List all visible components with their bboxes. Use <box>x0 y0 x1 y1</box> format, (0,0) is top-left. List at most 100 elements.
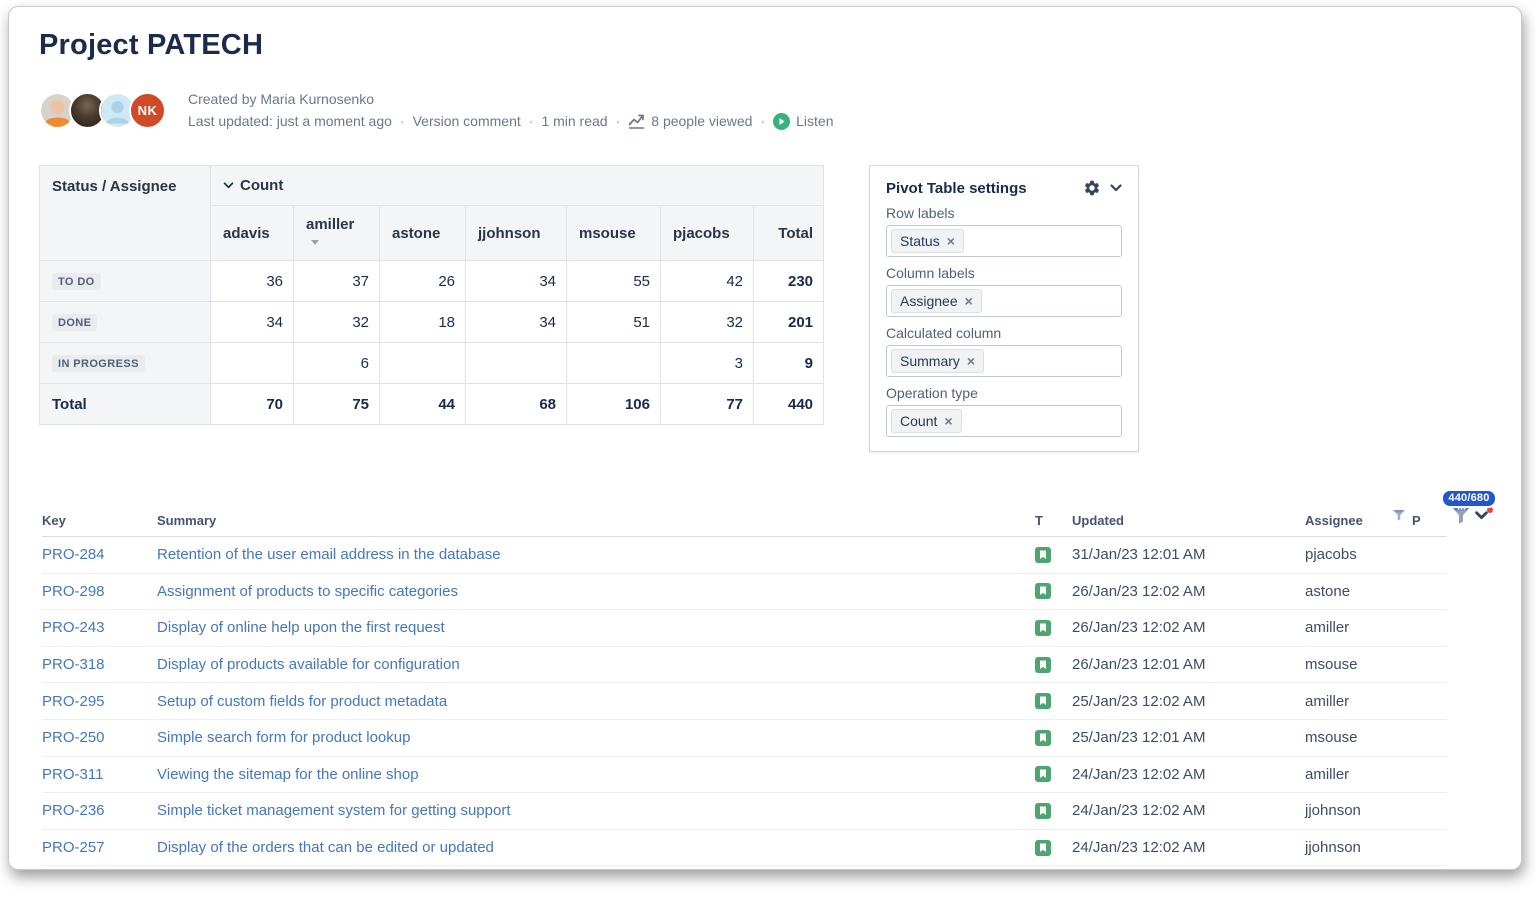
filter-funnel-icon[interactable] <box>1450 504 1472 526</box>
pivot-cell <box>566 342 661 384</box>
issue-summary-link[interactable]: Display of online help upon the first re… <box>157 619 445 637</box>
issue-key-link[interactable]: PRO-284 <box>42 546 105 564</box>
table-row: PRO-318 Display of products available fo… <box>42 647 1447 684</box>
updated-value: 26/Jan/23 12:01 AM <box>1072 656 1206 674</box>
avatar-initials[interactable]: NK <box>129 92 166 129</box>
row-labels-field[interactable]: Status × <box>886 225 1123 257</box>
issue-key-link[interactable]: PRO-318 <box>42 656 105 674</box>
assignee-value: pjacobs <box>1305 546 1357 564</box>
column-labels-field[interactable]: Assignee × <box>886 285 1123 317</box>
col-label: jjohnson <box>478 224 541 242</box>
col-header-type[interactable]: T <box>1035 512 1043 528</box>
issue-summary-link[interactable]: Simple search form for product lookup <box>157 729 411 747</box>
pivot-cell: 36 <box>210 260 294 302</box>
issue-summary-link[interactable]: Display of the orders that can be edited… <box>157 839 494 857</box>
remove-chip-icon[interactable]: × <box>964 293 973 309</box>
issue-key-link[interactable]: PRO-295 <box>42 692 105 710</box>
table-row: PRO-257 Display of the orders that can b… <box>42 830 1447 867</box>
remove-chip-icon[interactable]: × <box>944 413 953 429</box>
people-viewed-label: 8 people viewed <box>651 113 753 129</box>
story-type-icon <box>1035 583 1072 600</box>
pivot-row-total: 9 <box>752 342 825 384</box>
person-silhouette-icon <box>101 94 134 127</box>
chip-count[interactable]: Count × <box>891 409 962 433</box>
filter-count-badge: 440/680 <box>1441 489 1497 508</box>
chip-summary[interactable]: Summary × <box>891 349 985 373</box>
issue-key-link[interactable]: PRO-243 <box>42 619 105 637</box>
issue-summary-link[interactable]: Viewing the sitemap for the online shop <box>157 765 419 783</box>
pivot-col-header[interactable]: jjohnson <box>465 205 567 261</box>
issue-key-link[interactable]: PRO-298 <box>42 582 105 600</box>
pivot-row-inprogress: IN PROGRESS 6 3 9 <box>39 342 825 384</box>
issue-key-link[interactable]: PRO-236 <box>42 802 105 820</box>
col-label: Total <box>778 224 814 242</box>
chip-label: Assignee <box>900 293 958 309</box>
col-label: msouse <box>579 224 636 242</box>
pivot-col-header-sorted[interactable]: amiller <box>293 205 380 261</box>
story-type-icon <box>1035 656 1072 673</box>
dot-separator: · <box>399 113 405 129</box>
pivot-col-header[interactable]: adavis <box>210 205 294 261</box>
issue-key-link[interactable]: PRO-311 <box>42 765 104 783</box>
pivot-col-header[interactable]: astone <box>379 205 466 261</box>
pivot-cell: 51 <box>566 301 661 343</box>
pivot-measure-header[interactable]: Count <box>209 165 825 206</box>
filter-chevron-button[interactable] <box>1475 506 1493 520</box>
pivot-row-todo: TO DO 36 37 26 34 55 42 230 <box>39 260 825 302</box>
story-type-icon <box>1035 839 1072 856</box>
chip-status[interactable]: Status × <box>891 229 964 253</box>
col-header-updated[interactable]: Updated <box>1072 512 1124 528</box>
assignee-value: amiller <box>1305 619 1350 637</box>
pivot-cell <box>465 342 567 384</box>
assignee-filter-funnel-icon[interactable] <box>1392 508 1412 522</box>
row-labels-label: Row labels <box>886 205 955 221</box>
measure-label: Count <box>240 177 284 194</box>
updated-value: 31/Jan/23 12:01 AM <box>1072 546 1206 564</box>
last-updated-link[interactable]: Last updated: just a moment ago <box>188 113 392 129</box>
col-label: pjacobs <box>673 224 730 242</box>
issue-key-link[interactable]: PRO-250 <box>42 729 105 747</box>
avatar-photo-woman[interactable] <box>39 92 76 129</box>
col-header-key[interactable]: Key <box>42 512 66 528</box>
pivot-cell: 42 <box>660 260 754 302</box>
table-filter-control[interactable]: 440/680 <box>1439 488 1499 526</box>
pivot-col-header[interactable]: pjacobs <box>660 205 754 261</box>
chevron-down-icon <box>223 182 234 189</box>
listen-label: Listen <box>796 113 834 129</box>
issue-key-link[interactable]: PRO-257 <box>42 839 105 857</box>
calculated-column-label: Calculated column <box>886 325 1002 341</box>
version-comment-link[interactable]: Version comment <box>412 113 521 129</box>
col-header-assignee[interactable]: Assignee <box>1305 512 1363 528</box>
assignee-value: astone <box>1305 582 1351 600</box>
pivot-cell: 37 <box>293 260 380 302</box>
calculated-column-field[interactable]: Summary × <box>886 345 1123 377</box>
chevron-down-icon[interactable] <box>1110 184 1122 192</box>
remove-chip-icon[interactable]: × <box>966 353 976 369</box>
issue-summary-link[interactable]: Setup of custom fields for product metad… <box>157 692 448 710</box>
status-lozenge: TO DO <box>52 273 101 290</box>
dot-separator: · <box>760 113 766 129</box>
gear-icon[interactable] <box>1083 179 1101 197</box>
chip-label: Summary <box>900 353 960 369</box>
issue-summary-link[interactable]: Simple ticket management system for gett… <box>157 802 511 820</box>
issue-summary-link[interactable]: Retention of the user email address in t… <box>157 546 501 564</box>
pivot-grand-total: 440 <box>752 383 825 425</box>
chip-label: Count <box>900 413 938 429</box>
pivot-col-header[interactable]: msouse <box>566 205 661 261</box>
pivot-cell: 55 <box>566 260 661 302</box>
operation-type-field[interactable]: Count × <box>886 405 1123 437</box>
table-row: PRO-250 Simple search form for product l… <box>42 720 1447 757</box>
listen-button[interactable]: Listen <box>773 111 833 132</box>
pivot-total-cell: 68 <box>465 383 567 425</box>
chip-assignee[interactable]: Assignee × <box>891 289 982 313</box>
col-header-summary[interactable]: Summary <box>157 512 217 528</box>
remove-chip-icon[interactable]: × <box>946 233 955 249</box>
people-viewed-button[interactable]: 8 people viewed <box>628 111 752 132</box>
assignee-value: amiller <box>1305 765 1350 783</box>
col-label: adavis <box>223 224 270 242</box>
issue-summary-link[interactable]: Assignment of products to specific categ… <box>157 582 458 600</box>
issues-table: 440/680 Key Summary T Updated <box>42 489 1497 869</box>
issue-summary-link[interactable]: Display of products available for config… <box>157 656 460 674</box>
col-header-priority[interactable]: P <box>1412 512 1421 528</box>
status-lozenge: IN PROGRESS <box>52 355 145 372</box>
